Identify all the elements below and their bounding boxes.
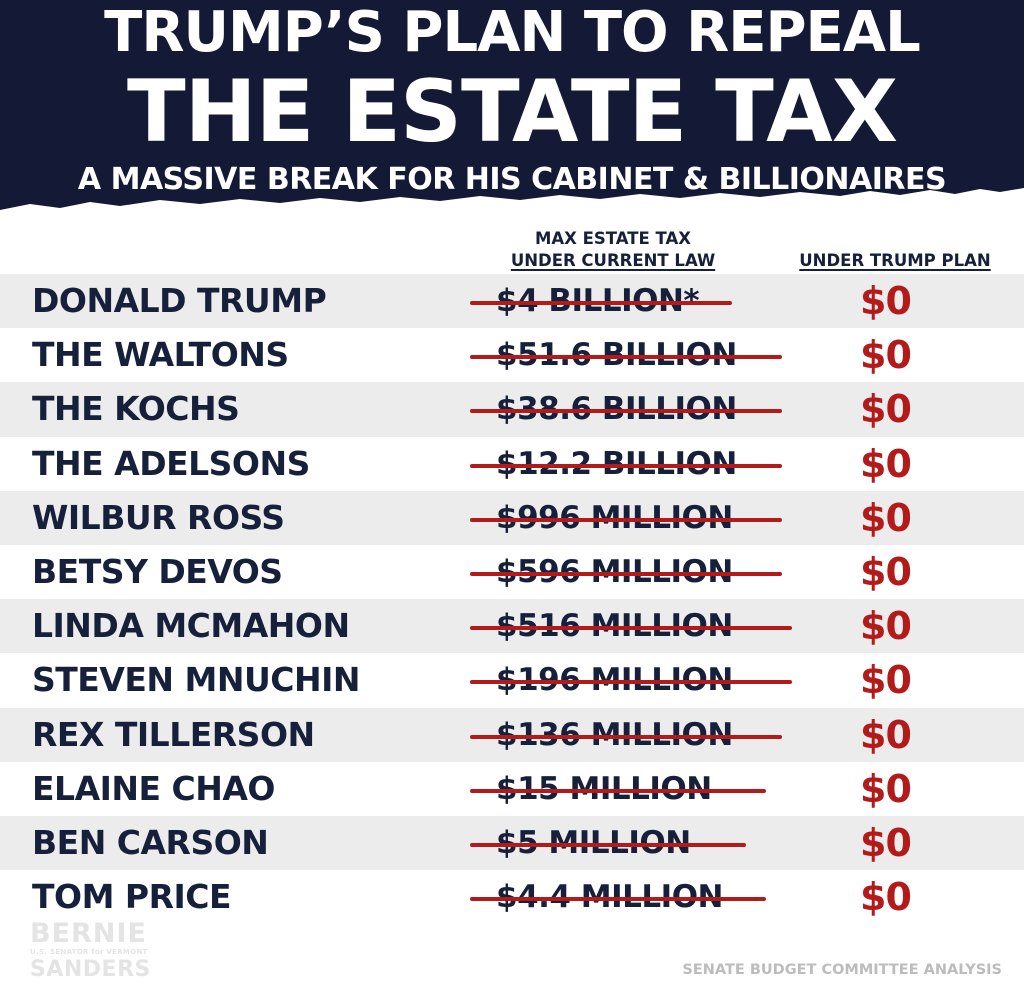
row-name: THE WALTONS (32, 335, 289, 375)
table-row: STEVEN MNUCHIN $196 MILLION $0 (0, 653, 1024, 707)
row-trump-amount: $0 (860, 712, 912, 757)
row-trump-amount: $0 (860, 279, 912, 323)
row-name: WILBUR ROSS (32, 497, 285, 537)
subtitle: A MASSIVE BREAK FOR HIS CABINET & BILLIO… (77, 162, 947, 197)
row-trump-amount: $0 (860, 495, 912, 540)
strikethrough-line (470, 301, 732, 305)
row-name: ELAINE CHAO (32, 768, 275, 808)
strikethrough-line (470, 355, 782, 360)
row-trump-amount: $0 (860, 549, 912, 594)
table-row: LINDA MCMAHON $516 MILLION $0 (0, 599, 1024, 654)
row-name: REX TILLERSON (32, 714, 315, 754)
strikethrough-line (470, 842, 746, 847)
strikethrough-line (470, 897, 766, 902)
row-trump-amount: $0 (860, 604, 912, 649)
title-line-2: THE ESTATE TAX (126, 62, 898, 162)
strikethrough-line (470, 680, 792, 685)
title-line-1: TRUMP’S PLAN TO REPEAL (104, 0, 921, 65)
source-credit: SENATE BUDGET COMMITTEE ANALYSIS (682, 962, 1002, 978)
row-name: BEN CARSON (32, 822, 269, 862)
strikethrough-line (470, 626, 792, 631)
estate-tax-table: DONALD TRUMP $4 BILLION* $0 THE WALTONS … (0, 274, 1024, 924)
strikethrough-line (470, 788, 766, 793)
table-row: TOM PRICE $4.4 MILLION $0 (0, 870, 1024, 924)
table-row: BEN CARSON $5 MILLION $0 (0, 815, 1024, 871)
row-trump-amount: $0 (860, 820, 912, 865)
strikethrough-line (470, 517, 782, 522)
table-row: DONALD TRUMP $4 BILLION* $0 (0, 274, 1024, 329)
strikethrough-line (470, 463, 782, 468)
row-trump-amount: $0 (860, 387, 912, 432)
row-name: LINDA MCMAHON (32, 606, 350, 646)
row-name: DONALD TRUMP (32, 281, 327, 320)
table-row: THE WALTONS $51.6 BILLION $0 (0, 328, 1024, 382)
table-row: WILBUR ROSS $996 MILLION $0 (0, 490, 1024, 545)
logo-line-1: BERNIE (30, 918, 147, 949)
row-trump-amount: $0 (860, 333, 912, 378)
column-header-current-line2: UNDER CURRENT LAW (510, 251, 716, 270)
logo-line-3: SANDERS (30, 957, 151, 982)
row-trump-amount: $0 (860, 441, 912, 486)
table-row: ELAINE CHAO $15 MILLION $0 (0, 762, 1024, 816)
strikethrough-line (470, 409, 782, 414)
strikethrough-line (470, 734, 782, 739)
table-row: THE KOCHS $38.6 BILLION $0 (0, 382, 1024, 437)
table-row: REX TILLERSON $136 MILLION $0 (0, 707, 1024, 762)
row-name: TOM PRICE (32, 877, 232, 917)
header-banner: TRUMP’S PLAN TO REPEAL THE ESTATE TAX A … (0, 0, 1024, 215)
column-header-current-law: MAX ESTATE TAX UNDER CURRENT LAW (478, 228, 748, 272)
bernie-sanders-logo: BERNIE U.S. SENATOR for VERMONT SANDERS (30, 920, 151, 981)
row-name: THE KOCHS (32, 389, 240, 429)
row-name: STEVEN MNUCHIN (32, 660, 361, 700)
row-trump-amount: $0 (860, 875, 912, 920)
column-header-trump-label: UNDER TRUMP PLAN (799, 251, 991, 270)
table-row: BETSY DEVOS $596 MILLION $0 (0, 545, 1024, 599)
row-trump-amount: $0 (860, 766, 912, 811)
row-name: THE ADELSONS (32, 443, 310, 483)
brush-stroke-background (0, 0, 1024, 210)
table-row: THE ADELSONS $12.2 BILLION $0 (0, 437, 1024, 491)
strikethrough-line (470, 571, 782, 576)
column-header-current-line1: MAX ESTATE TAX (534, 229, 691, 248)
row-name: BETSY DEVOS (32, 551, 283, 591)
logo-line-2: U.S. SENATOR for VERMONT (30, 948, 148, 956)
column-header-trump-plan: UNDER TRUMP PLAN (772, 250, 1018, 272)
row-trump-amount: $0 (860, 658, 912, 703)
